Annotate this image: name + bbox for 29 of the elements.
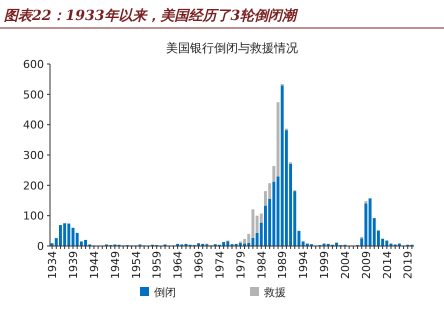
x-tick-label: 2009 — [360, 251, 373, 279]
y-tick-label: 300 — [23, 149, 44, 162]
x-tick-label: 1989 — [276, 251, 290, 279]
x-tick-label: 1949 — [108, 251, 122, 279]
x-tick-label: 1959 — [150, 251, 164, 279]
chart-title: 图表22：1933年以来，美国经历了3轮倒闭潮 — [4, 7, 300, 24]
x-tick-label: 1939 — [67, 251, 80, 279]
x-tick-label: 1999 — [318, 251, 332, 279]
y-tick-label: 600 — [23, 58, 44, 71]
x-tick-label: 1964 — [172, 251, 185, 279]
x-tick-label: 1934 — [46, 251, 60, 279]
y-tick-label: 100 — [23, 210, 44, 223]
x-tick-label: 2014 — [380, 251, 394, 279]
y-tick-label: 400 — [23, 118, 44, 132]
x-tick-label: 1974 — [213, 251, 226, 279]
x-tick-label: 1954 — [130, 251, 143, 279]
x-tick-label: 1994 — [297, 251, 310, 279]
x-tick-label: 1984 — [255, 251, 268, 279]
x-tick-label: 2004 — [338, 251, 352, 279]
y-tick-label: 500 — [23, 88, 44, 102]
legend-label: 倒闭 — [154, 286, 176, 299]
x-tick-label: 2019 — [402, 251, 415, 279]
chart-subtitle: 美国银行倒闭与救援情况 — [166, 41, 298, 55]
x-tick-label: 1969 — [192, 251, 206, 279]
x-tick-label: 1944 — [88, 251, 101, 279]
x-tick-label: 1979 — [234, 251, 248, 279]
y-tick-label: 200 — [23, 179, 44, 192]
y-tick-label: 0 — [37, 240, 44, 253]
legend-label: 救援 — [263, 286, 286, 299]
